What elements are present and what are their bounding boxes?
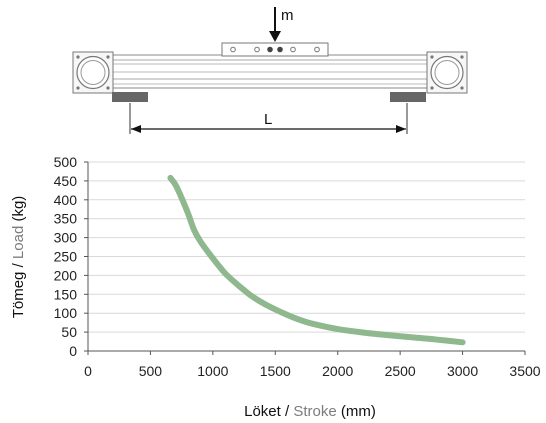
- dimension-arrow-left: [131, 125, 141, 133]
- support-left: [112, 92, 148, 102]
- end-cap-screw: [106, 55, 110, 59]
- load-label: m: [281, 7, 294, 24]
- pulley-right-inner: [434, 60, 460, 85]
- tick-layer: 0 50 100 150 200 250 300 350 400 450 500 0 500 1000 15…: [54, 154, 541, 379]
- carriage-bolt: [254, 46, 260, 53]
- end-cap-screw: [76, 55, 80, 59]
- carriage-bolt: [277, 46, 283, 53]
- x-tick-label: 3000: [447, 363, 478, 379]
- load-arrow-head: [269, 31, 281, 42]
- x-axis-title-main: Löket: [244, 403, 282, 420]
- y-tick-label: 200: [54, 267, 78, 283]
- y-axis-title-separator: /: [10, 259, 27, 272]
- pulley-right-outer: [430, 55, 464, 90]
- y-tick-label: 300: [54, 230, 78, 246]
- pulley-left-outer: [76, 55, 110, 90]
- carriage-bolt: [290, 46, 296, 53]
- x-tick-label: 2000: [322, 363, 353, 379]
- carriage: [221, 42, 329, 57]
- dimension-arrow-right: [396, 125, 406, 133]
- carriage-bolt: [230, 46, 236, 53]
- y-tick-label: 350: [54, 211, 78, 227]
- end-cap-screw: [430, 55, 434, 59]
- y-axis-title: Tömeg / Load (kg): [10, 196, 27, 319]
- y-tick-label: 50: [61, 324, 77, 340]
- x-tick-label: 500: [139, 363, 163, 379]
- carriage-bolt: [314, 46, 320, 53]
- y-tick-label: 500: [54, 154, 78, 170]
- end-cap-screw: [430, 86, 434, 90]
- support-right: [390, 92, 426, 102]
- x-tick-label: 0: [84, 363, 92, 379]
- carriage-bolt: [267, 46, 273, 53]
- y-tick-label: 250: [54, 249, 78, 265]
- length-label: L: [264, 111, 272, 128]
- x-axis-title-separator: /: [281, 403, 294, 420]
- y-axis-title-accent: Load: [10, 226, 27, 259]
- actuator-diagram: m L: [72, 7, 468, 134]
- y-tick-label: 100: [54, 305, 78, 321]
- y-tick-label: 150: [54, 286, 78, 302]
- x-tick-label: 1500: [260, 363, 291, 379]
- y-axis-title-unit: (kg): [10, 196, 27, 226]
- end-cap-screw: [106, 86, 110, 90]
- end-cap-screw: [460, 55, 464, 59]
- x-axis-title-unit: (mm): [337, 403, 376, 420]
- x-tick-label: 1000: [197, 363, 228, 379]
- y-tick-label: 400: [54, 192, 78, 208]
- x-tick-label: 2500: [385, 363, 416, 379]
- end-cap-screw: [460, 86, 464, 90]
- x-axis-title: Löket / Stroke (mm): [244, 403, 376, 420]
- x-tick-label: 3500: [509, 363, 540, 379]
- y-axis-title-main: Tömeg: [10, 272, 27, 319]
- x-axis-title-accent: Stroke: [293, 403, 336, 420]
- grid-layer: [88, 161, 525, 333]
- chart: 0 50 100 150 200 250 300 350 400 450 500 0 500 1000 15…: [10, 154, 541, 420]
- series-line: [167, 174, 466, 346]
- pulley-left-inner: [80, 60, 106, 85]
- y-tick-label: 450: [54, 173, 78, 189]
- y-tick-label: 0: [69, 343, 77, 359]
- end-cap-screw: [76, 86, 80, 90]
